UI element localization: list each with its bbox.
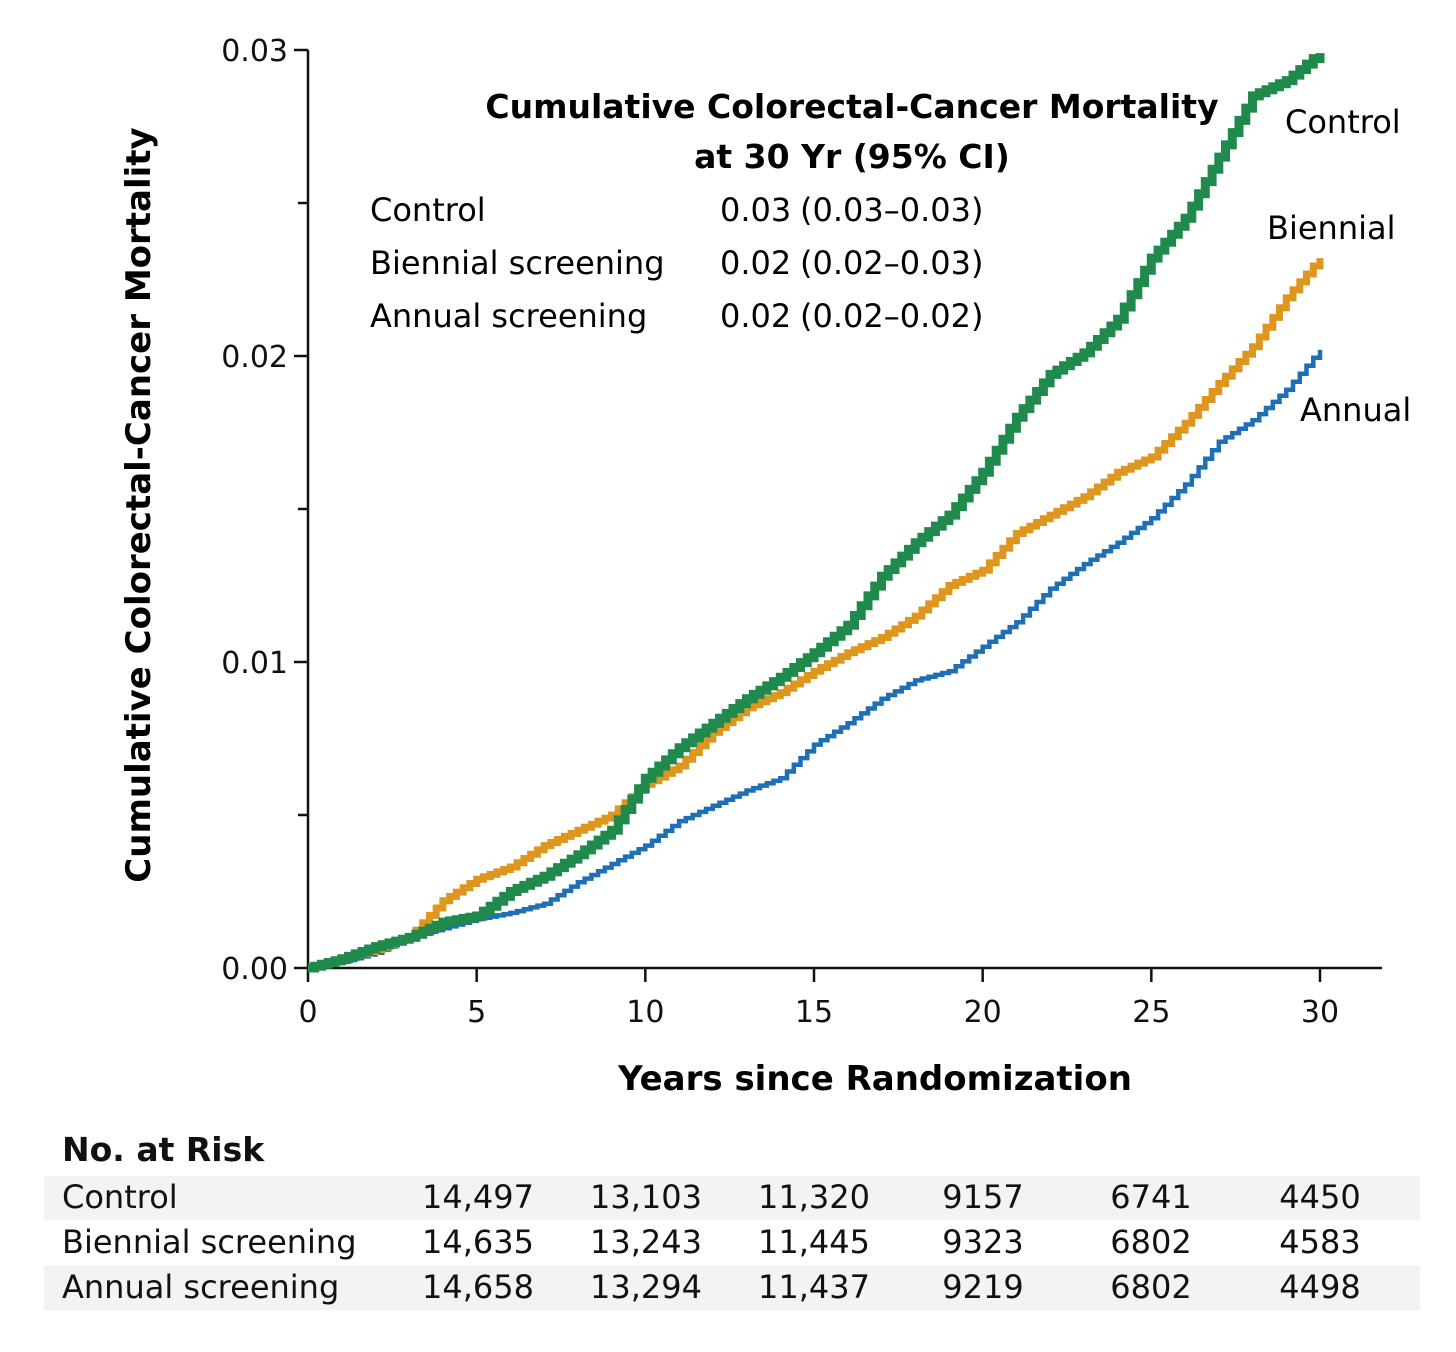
y-tick-label: 0.02 — [221, 340, 288, 375]
chart: 0 5 10 15 20 25 30 0.00 0.01 0.02 0.03 Control Bien… — [119, 34, 1411, 1099]
risk-value: 13,294 — [590, 1268, 702, 1306]
risk-table-row: Biennial screening 14,635 13,243 11,445 9323… — [44, 1221, 1420, 1265]
risk-value: 9219 — [942, 1268, 1024, 1306]
x-tick-label: 15 — [795, 995, 833, 1030]
risk-table-title: No. at Risk — [62, 1130, 265, 1169]
x-tick-label: 0 — [298, 995, 317, 1030]
x-tick-label: 5 — [467, 995, 486, 1030]
series-label-annual: Annual — [1300, 391, 1411, 429]
x-axis-label: Years since Randomization — [617, 1059, 1132, 1099]
series-label-biennial: Biennial — [1267, 209, 1395, 247]
y-tick-label: 0.01 — [221, 646, 288, 681]
inset-ci: (0.02–0.02) — [800, 297, 983, 335]
inset-estimate: 0.02 — [720, 297, 791, 335]
inset-legend: Cumulative Colorectal-Cancer Mortality a… — [370, 87, 1219, 335]
inset-title-line1: Cumulative Colorectal-Cancer Mortality — [485, 87, 1218, 126]
risk-value: 14,497 — [422, 1178, 534, 1216]
risk-row-label: Control — [62, 1178, 178, 1216]
inset-estimate: 0.02 — [720, 244, 791, 282]
risk-value: 11,320 — [758, 1178, 870, 1216]
risk-row-label: Biennial screening — [62, 1223, 357, 1261]
inset-group: Biennial screening — [370, 244, 665, 282]
risk-value: 13,103 — [590, 1178, 702, 1216]
x-tick-label: 25 — [1132, 995, 1170, 1030]
y-axis-label: Cumulative Colorectal-Cancer Mortality — [119, 127, 159, 882]
inset-group: Annual screening — [370, 297, 647, 335]
risk-value: 13,243 — [590, 1223, 702, 1261]
risk-table-row: Annual screening 14,658 13,294 11,437 9219 68… — [44, 1266, 1420, 1310]
inset-estimate: 0.03 — [720, 191, 791, 229]
risk-value: 14,658 — [422, 1268, 534, 1306]
y-tick-label: 0.00 — [221, 952, 288, 987]
inset-group: Control — [370, 191, 486, 229]
y-tick-label: 0.03 — [221, 34, 288, 69]
inset-ci: (0.02–0.03) — [800, 244, 983, 282]
series-line-biennial — [308, 258, 1324, 972]
risk-value: 14,635 — [422, 1223, 534, 1261]
risk-table-row: Control 14,497 13,103 11,320 9157 6741 4450 — [44, 1176, 1420, 1220]
risk-value: 9157 — [942, 1178, 1024, 1216]
risk-value: 4583 — [1279, 1223, 1361, 1261]
risk-value: 4450 — [1279, 1178, 1361, 1216]
risk-value: 11,437 — [758, 1268, 870, 1306]
series-label-control: Control — [1285, 103, 1401, 141]
inset-ci: (0.03–0.03) — [800, 191, 983, 229]
risk-row-label: Annual screening — [62, 1268, 340, 1306]
x-tick-label: 20 — [964, 995, 1002, 1030]
x-tick-label: 10 — [626, 995, 664, 1030]
series-labels: Control Biennial Annual — [1267, 103, 1411, 429]
risk-value: 9323 — [942, 1223, 1024, 1261]
series-lines — [308, 53, 1325, 973]
inset-title-line2: at 30 Yr (95% CI) — [694, 137, 1010, 176]
risk-value: 6802 — [1110, 1268, 1192, 1306]
risk-value: 6741 — [1110, 1178, 1192, 1216]
risk-value: 11,445 — [758, 1223, 870, 1261]
series-line-control — [308, 53, 1325, 973]
risk-value: 6802 — [1110, 1223, 1192, 1261]
risk-value: 4498 — [1279, 1268, 1361, 1306]
axes: 0 5 10 15 20 25 30 0.00 0.01 0.02 0.03 — [221, 34, 1382, 1030]
x-tick-label: 30 — [1301, 995, 1339, 1030]
